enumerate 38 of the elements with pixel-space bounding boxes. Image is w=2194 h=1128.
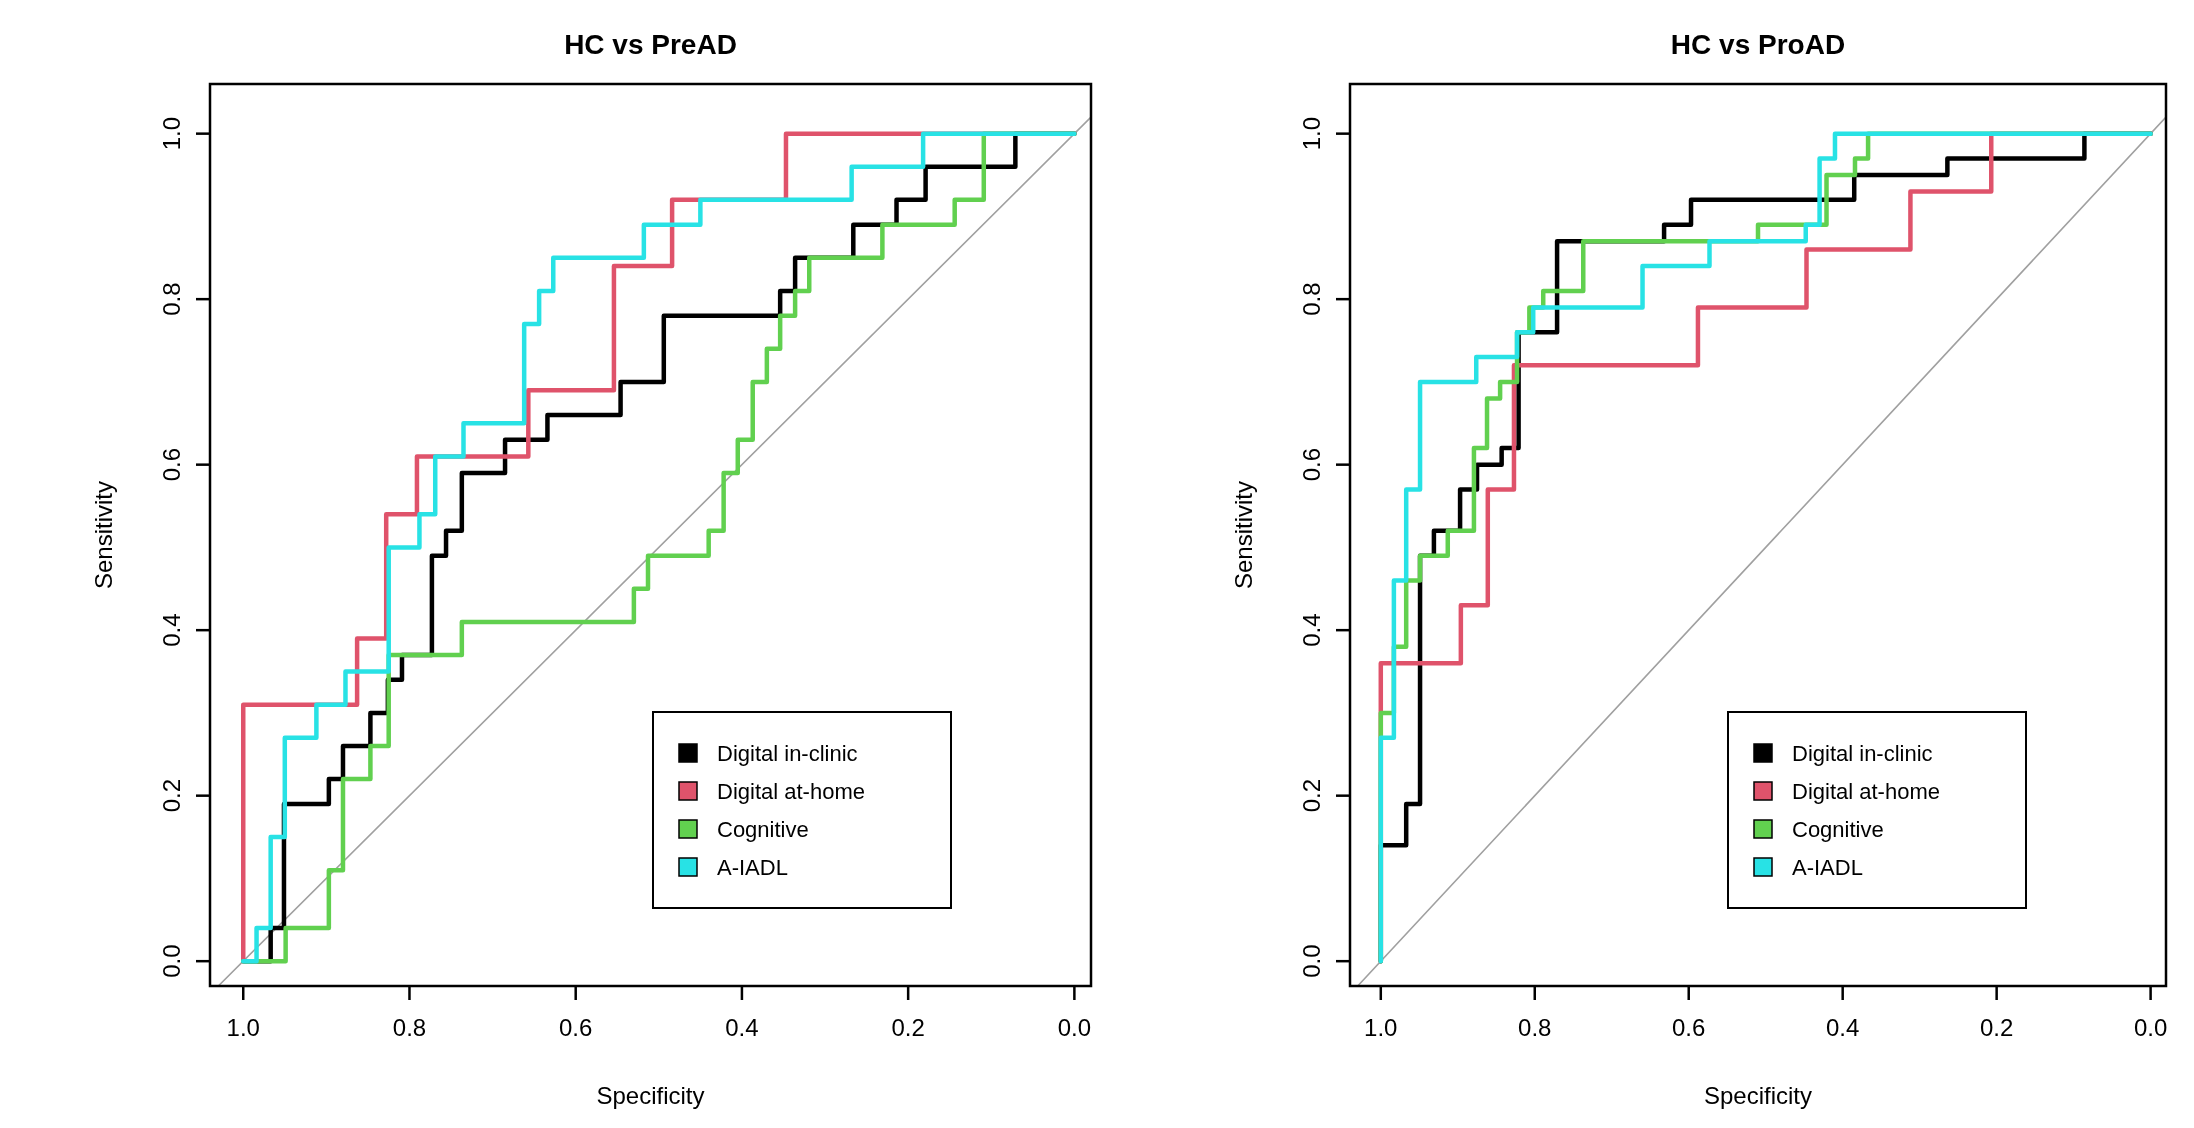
- y-tick-label: 0.2: [158, 778, 185, 813]
- y-tick-label: 0.0: [158, 944, 185, 978]
- y-tick-label: 1.0: [158, 116, 185, 151]
- y-axis-title: Sensitivity: [90, 480, 117, 590]
- y-tick-label: 0.0: [1298, 944, 1325, 978]
- y-axis-title: Sensitivity: [1230, 480, 1257, 590]
- y-tick-label: 0.2: [1298, 778, 1325, 813]
- x-tick-label: 0.4: [1825, 1014, 1860, 1041]
- x-tick-label: 0.8: [392, 1014, 427, 1041]
- y-tick-label: 0.8: [1298, 282, 1325, 316]
- legend-label: Digital at-home: [1792, 778, 1940, 804]
- legend-label: Digital at-home: [717, 778, 865, 804]
- y-tick-label: 0.8: [158, 282, 185, 316]
- legend-label: Digital in-clinic: [1792, 740, 1933, 766]
- y-tick-label: 0.4: [158, 613, 185, 647]
- y-tick-label: 0.4: [1298, 613, 1325, 647]
- x-tick-label: 0.8: [1518, 1014, 1552, 1041]
- legend-label: Cognitive: [1792, 816, 1884, 842]
- y-tick-label: 1.0: [1298, 116, 1325, 151]
- x-axis-title: Specificity: [596, 1082, 705, 1109]
- x-tick-label: 0.4: [725, 1014, 759, 1041]
- x-tick-label: 0.0: [1057, 1014, 1092, 1041]
- x-axis-title: Specificity: [1703, 1082, 1813, 1109]
- legend-label: A-IADL: [717, 854, 788, 880]
- y-tick-label: 0.6: [1298, 447, 1325, 482]
- chart-title: HC vs ProAD: [1670, 29, 1846, 60]
- chart-title: HC vs PreAD: [564, 29, 737, 60]
- y-tick-label: 0.6: [158, 447, 185, 482]
- x-tick-label: 0.2: [891, 1014, 925, 1041]
- legend-label: A-IADL: [1792, 854, 1863, 880]
- legend-label: Digital in-clinic: [717, 740, 858, 766]
- x-tick-label: 1.0: [1364, 1014, 1398, 1041]
- x-tick-label: 0.2: [1979, 1014, 2014, 1041]
- x-tick-label: 0.0: [2133, 1014, 2168, 1041]
- x-tick-label: 0.6: [559, 1014, 593, 1041]
- legend-label: Cognitive: [717, 816, 809, 842]
- x-tick-label: 0.6: [1672, 1014, 1706, 1041]
- x-tick-label: 1.0: [226, 1014, 260, 1041]
